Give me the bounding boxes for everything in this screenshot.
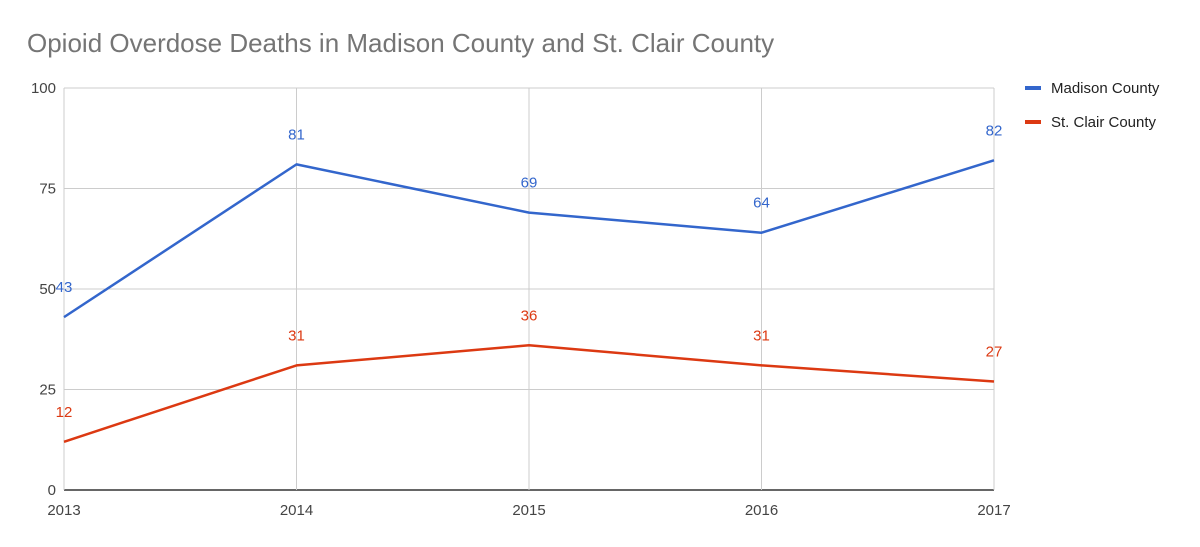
data-label: 69 bbox=[521, 175, 538, 192]
legend-label: Madison County bbox=[1051, 80, 1160, 97]
data-label: 36 bbox=[521, 307, 538, 324]
y-tick-label: 25 bbox=[39, 382, 56, 399]
data-labels: 43 81 69 64 82 12 31 36 31 27 bbox=[56, 122, 1003, 420]
x-tick-label: 2017 bbox=[977, 502, 1010, 519]
data-label: 81 bbox=[288, 126, 305, 143]
y-tick-label: 50 bbox=[39, 281, 56, 298]
data-label: 27 bbox=[986, 343, 1003, 360]
axes: 0 25 50 75 100 2013 2014 2015 2016 2017 bbox=[31, 80, 1011, 519]
y-tick-label: 75 bbox=[39, 181, 56, 198]
x-tick-label: 2016 bbox=[745, 502, 778, 519]
data-label: 12 bbox=[56, 404, 73, 421]
data-label: 31 bbox=[753, 327, 770, 344]
legend-label: St. Clair County bbox=[1051, 114, 1157, 131]
y-tick-label: 0 bbox=[48, 482, 56, 499]
y-tick-label: 100 bbox=[31, 80, 56, 97]
data-label: 82 bbox=[986, 122, 1003, 139]
gridlines bbox=[63, 87, 995, 491]
data-label: 31 bbox=[288, 327, 305, 344]
series-lines bbox=[63, 159, 995, 443]
x-tick-label: 2014 bbox=[280, 502, 313, 519]
series-line-1[interactable] bbox=[63, 159, 995, 319]
data-label: 43 bbox=[56, 279, 73, 296]
data-label: 64 bbox=[753, 195, 770, 212]
x-tick-label: 2013 bbox=[47, 502, 80, 519]
series-line-2[interactable] bbox=[63, 344, 995, 443]
legend[interactable]: Madison County St. Clair County bbox=[1025, 80, 1160, 131]
x-tick-label: 2015 bbox=[512, 502, 545, 519]
chart-title: Opioid Overdose Deaths in Madison County… bbox=[27, 28, 775, 58]
